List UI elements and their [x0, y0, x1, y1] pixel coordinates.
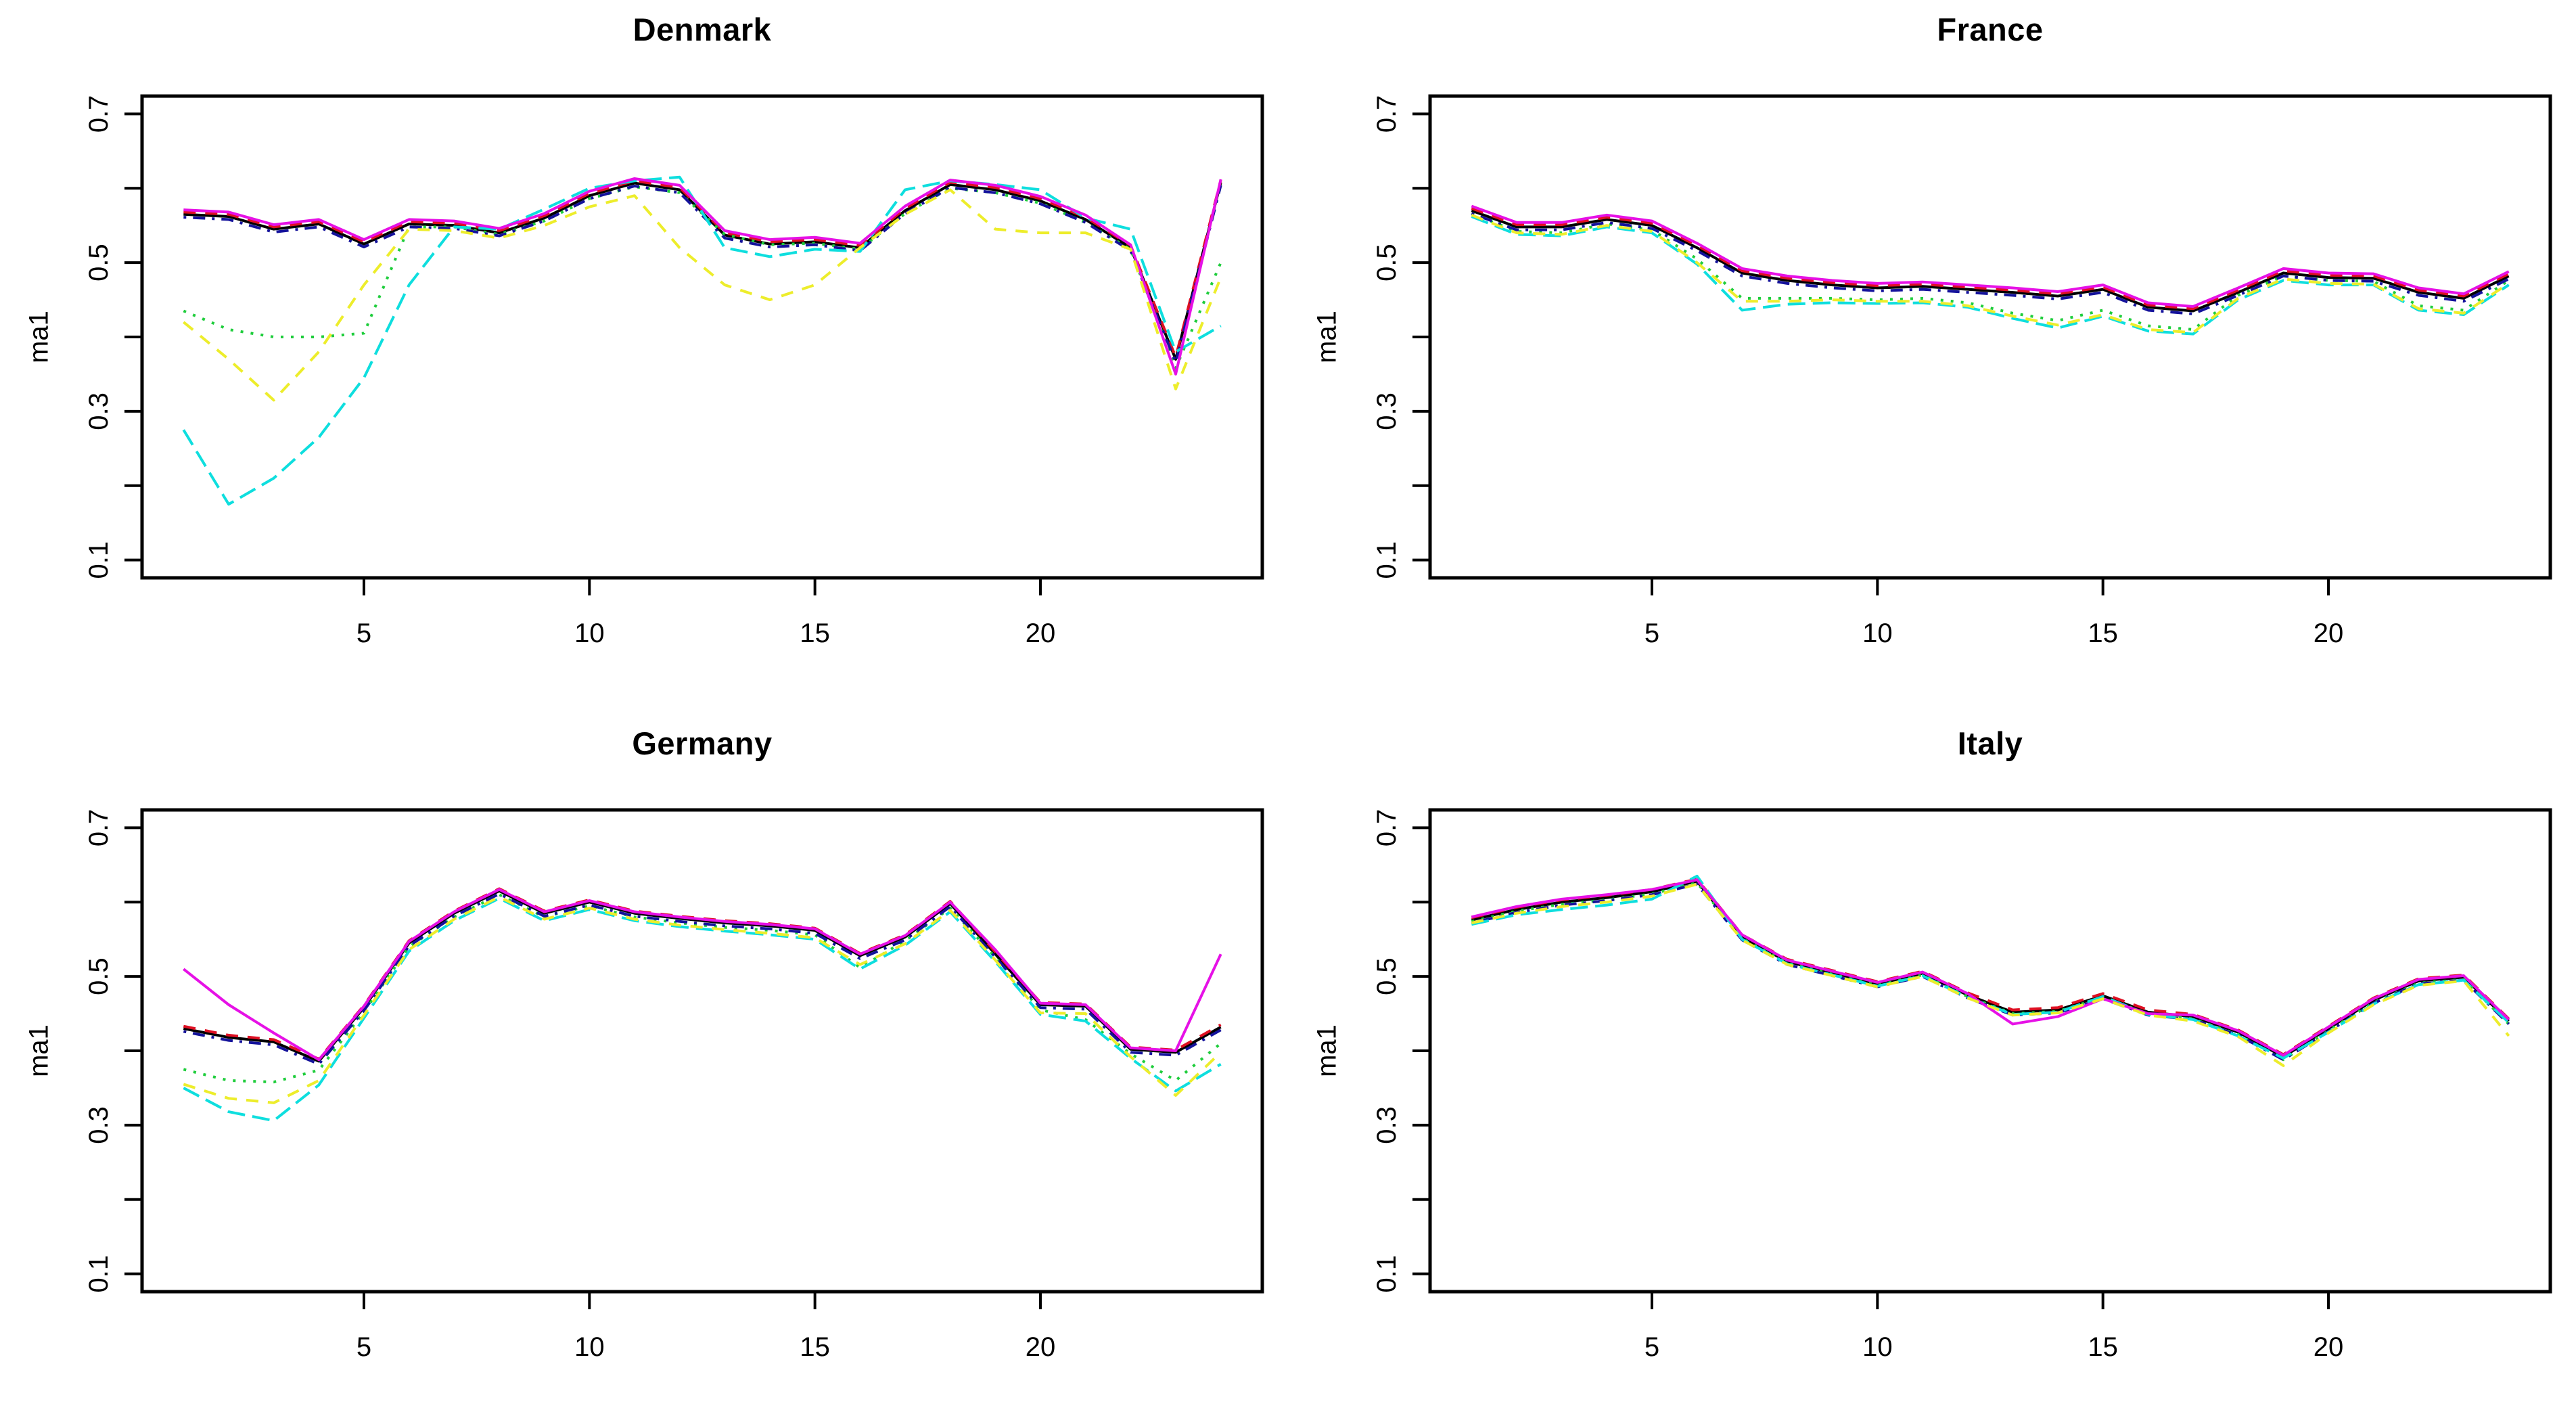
x-tick-label: 5	[1644, 1332, 1659, 1362]
series-line-green-dotted	[1471, 881, 2510, 1062]
y-tick-label: 0.7	[84, 95, 114, 133]
x-tick-label: 15	[2088, 1332, 2118, 1362]
series-line-blue-dotdash	[1471, 882, 2510, 1062]
y-tick-label: 0.5	[1372, 244, 1402, 281]
panel-france: France ma1 0.1 0.3 0.5 0.7 5 10 15 20	[1288, 0, 2576, 713]
x-tick-label: 5	[356, 618, 371, 648]
panel-title: Italy	[1957, 725, 2023, 761]
series-line-cyan-longdash	[183, 897, 1222, 1123]
y-tick-label: 0.3	[84, 1106, 114, 1144]
y-tick-label: 0.5	[1372, 957, 1402, 995]
series-line-yellow-dashed	[1471, 882, 2510, 1067]
series-line-cyan-longdash	[1471, 874, 2510, 1060]
x-tick-label: 10	[574, 618, 605, 648]
x-tick-label: 5	[1644, 618, 1659, 648]
y-tick-label: 0.7	[84, 809, 114, 847]
series-line-yellow-dashed	[183, 188, 1222, 402]
panel-title: Germany	[632, 725, 773, 761]
series-line-cyan-longdash	[1471, 215, 2510, 336]
y-tick-label: 0.7	[1372, 95, 1402, 133]
x-tick-label: 10	[1862, 618, 1893, 648]
panel-title: Denmark	[632, 12, 772, 47]
panel-denmark: Denmark ma1 0.1 0.3 0.5 0.7 5 10 15 20	[0, 0, 1288, 713]
y-tick-label: 0.5	[84, 957, 114, 995]
y-tick-label: 0.1	[84, 1255, 114, 1293]
panel-germany: Germany ma1 0.1 0.3 0.5 0.7 5 10 15 20	[0, 714, 1288, 1427]
panel-title: France	[1937, 12, 2044, 47]
plot-canvas-germany: 0.1 0.3 0.5 0.7 5 10 15 20	[84, 808, 1264, 1362]
y-tick-label: 0.1	[1372, 1255, 1402, 1293]
y-tick-label: 0.3	[1372, 392, 1402, 430]
x-tick-label: 15	[800, 1332, 830, 1362]
x-tick-label: 15	[2088, 618, 2118, 648]
series-line-yellow-dashed	[1471, 213, 2510, 334]
x-tick-label: 20	[1026, 1332, 1056, 1362]
series-line-red-dashed	[1471, 878, 2510, 1056]
x-tick-label: 20	[1026, 618, 1056, 648]
plot-canvas-denmark: 0.1 0.3 0.5 0.7 5 10 15 20	[84, 94, 1264, 648]
series-line-magenta-solid	[1471, 204, 2510, 308]
plot-box	[1428, 94, 2552, 580]
series-line-blue-dotdash	[183, 184, 1222, 364]
y-tick-label: 0.3	[84, 392, 114, 430]
series-line-yellow-dashed	[183, 895, 1222, 1104]
plot-canvas-france: 0.1 0.3 0.5 0.7 5 10 15 20	[1372, 94, 2552, 648]
y-tick-label: 0.1	[1372, 541, 1402, 579]
plot-box	[140, 94, 1264, 580]
series-line-red-dashed	[183, 887, 1222, 1061]
series-line-black-solid	[1471, 209, 2510, 313]
x-tick-label: 5	[356, 1332, 371, 1362]
x-tick-label: 20	[2314, 618, 2344, 648]
series-line-red-dashed	[1471, 207, 2510, 311]
series-line-cyan-longdash	[182, 175, 1222, 506]
series-line-blue-dotdash	[1471, 212, 2510, 315]
x-tick-label: 20	[2314, 1332, 2344, 1362]
plot-box	[1428, 808, 2552, 1294]
y-tick-label: 0.3	[1372, 1106, 1402, 1144]
x-tick-label: 10	[574, 1332, 605, 1362]
plot-box	[140, 808, 1264, 1294]
y-tick-label: 0.7	[1372, 809, 1402, 847]
series-line-magenta-solid	[1471, 878, 2510, 1057]
plot-canvas-italy: 0.1 0.3 0.5 0.7 5 10 15 20	[1372, 808, 2552, 1362]
y-tick-label: 0.5	[84, 244, 114, 281]
panel-italy: Italy ma1 0.1 0.3 0.5 0.7 5 10 15 20	[1288, 714, 2576, 1427]
y-tick-label: 0.1	[84, 541, 114, 579]
x-tick-label: 10	[1862, 1332, 1893, 1362]
x-tick-label: 15	[800, 618, 830, 648]
series-line-magenta-solid	[183, 888, 1222, 1062]
series-line-black-solid	[1471, 880, 2510, 1058]
series-line-magenta-solid	[183, 177, 1222, 376]
